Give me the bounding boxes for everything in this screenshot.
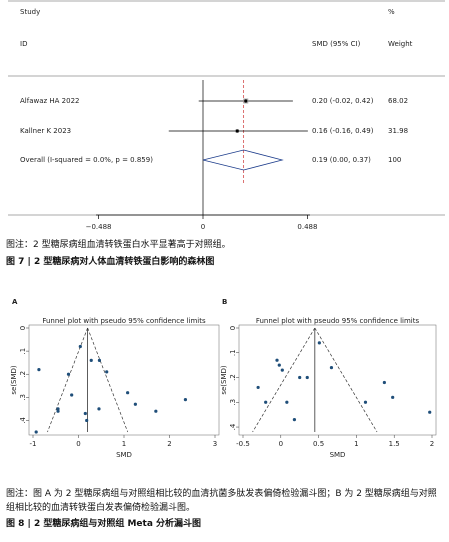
point xyxy=(83,411,87,416)
tick-label: .4 xyxy=(229,423,237,430)
pseudo-limit xyxy=(314,327,378,433)
tick-label: .4 xyxy=(19,417,27,424)
header: Weight xyxy=(388,40,413,48)
point xyxy=(89,358,93,362)
point xyxy=(34,430,38,434)
caption-note: 图注：图 A 为 2 型糖尿病组与对照组相比较的血清抗菌多肽发表偏倚检验漏斗图；… xyxy=(6,489,437,513)
plot-frame xyxy=(28,324,220,436)
tick-label: 2 xyxy=(167,440,171,448)
point xyxy=(235,129,239,133)
point xyxy=(363,400,368,404)
tick-label: 0 xyxy=(76,440,80,448)
ci-label: 0.19 (0.00, 0.37) xyxy=(312,156,371,164)
point xyxy=(292,418,297,422)
point xyxy=(66,372,71,376)
ci-label: 0.16 (-0.16, 0.49) xyxy=(312,127,374,135)
point xyxy=(37,368,41,372)
tick-label: .1 xyxy=(19,348,27,355)
axis-label: SMD xyxy=(116,451,132,459)
header: ID xyxy=(20,40,27,48)
point xyxy=(305,375,309,380)
point xyxy=(97,358,102,362)
tick-label: .1 xyxy=(229,349,237,356)
panel-label: B xyxy=(222,298,227,306)
tick-label: .3 xyxy=(229,399,237,406)
header: % xyxy=(388,8,395,16)
point xyxy=(56,407,60,411)
point xyxy=(280,368,284,372)
tick-label: 0 xyxy=(229,326,237,330)
point xyxy=(97,407,101,411)
study-label: Kallner K 2023 xyxy=(20,127,71,135)
tick-label: −0.488 xyxy=(86,223,112,231)
point xyxy=(56,409,60,413)
tick-label: 0 xyxy=(19,326,27,330)
point xyxy=(298,375,302,380)
figure: Study % ID SMD (95% CI) Weight Alfawaz HA 202… xyxy=(8,0,445,459)
tick-label: 0 xyxy=(279,440,283,448)
panel-label: A xyxy=(12,298,18,306)
point xyxy=(317,341,321,345)
point xyxy=(105,370,109,374)
point xyxy=(70,393,74,397)
header: Study xyxy=(20,8,40,16)
plot-frame xyxy=(238,324,437,436)
point xyxy=(428,410,432,414)
tick-label: 1 xyxy=(354,440,358,448)
tick-label: 2 xyxy=(430,440,434,448)
pseudo-limit xyxy=(252,327,316,433)
point xyxy=(285,400,289,404)
point xyxy=(126,391,130,395)
header: SMD (95% CI) xyxy=(312,40,361,48)
point xyxy=(277,363,281,367)
weight-label: 100 xyxy=(388,156,401,164)
point xyxy=(382,380,386,385)
point xyxy=(78,344,82,349)
pseudo-limit xyxy=(47,327,88,433)
tick-label: .2 xyxy=(19,371,27,378)
axis-label: SMD xyxy=(330,451,346,459)
caption-note: 图注：2 型糖尿病组血清转铁蛋白水平显著高于对照组。 xyxy=(6,240,231,250)
point xyxy=(183,398,188,402)
tick-label: 3 xyxy=(213,440,217,448)
tick-label: 0 xyxy=(201,223,205,231)
tick-label: 0.488 xyxy=(297,223,317,231)
tick-label: 0.5 xyxy=(313,440,324,448)
caption-title: 图 8 | 2 型糖尿病组与对照组 Meta 分析漏斗图 xyxy=(6,519,202,529)
weight-label: 31.98 xyxy=(388,127,408,135)
point xyxy=(85,418,89,423)
plot-title: Funnel plot with pseudo 95% confidence l… xyxy=(42,317,206,325)
tick-label: -1 xyxy=(30,440,37,448)
point xyxy=(264,400,268,404)
study-label: Overall (I-squared = 0.0%, p = 0.859) xyxy=(20,156,153,164)
ci-label: 0.20 (-0.02, 0.42) xyxy=(312,97,374,105)
point xyxy=(256,385,260,390)
diamond xyxy=(202,149,284,171)
point xyxy=(154,409,158,413)
pseudo-limit xyxy=(87,327,129,433)
point xyxy=(133,402,137,406)
axis-label: se(SMD) xyxy=(10,365,18,395)
point xyxy=(329,366,334,370)
tick-label: .2 xyxy=(229,374,237,381)
plot-title: Funnel plot with pseudo 95% confidence l… xyxy=(256,317,420,325)
point xyxy=(275,358,279,362)
point xyxy=(391,395,395,399)
axis-label: se(SMD) xyxy=(220,365,228,395)
point xyxy=(244,99,248,103)
tick-label: .3 xyxy=(19,394,27,401)
tick-label: 1.5 xyxy=(389,440,400,448)
tick-label: -0.5 xyxy=(236,440,250,448)
study-label: Alfawaz HA 2022 xyxy=(20,97,80,105)
caption-title: 图 7 | 2 型糖尿病对人体血清转铁蛋白影响的森林图 xyxy=(6,257,215,267)
weight-label: 68.02 xyxy=(388,97,408,105)
tick-label: 1 xyxy=(122,440,126,448)
